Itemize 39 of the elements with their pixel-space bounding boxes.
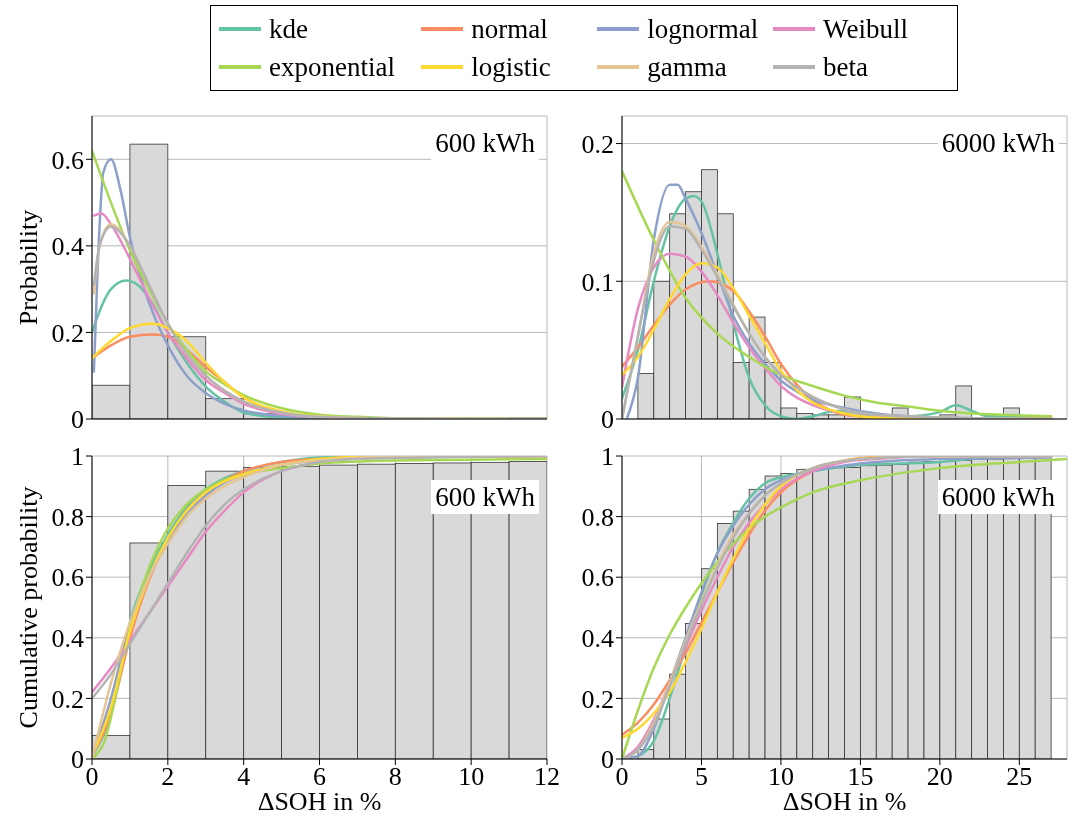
y-tick-label: 0.2	[581, 129, 614, 159]
y-tick-label: 0.4	[51, 624, 84, 654]
y-tick-label: 0.4	[581, 624, 614, 654]
y-tick-label: 0.6	[581, 563, 614, 593]
y-tick-label: 0	[71, 405, 84, 435]
y-tick-label: 0.2	[51, 318, 84, 348]
legend-label: exponential	[269, 51, 395, 84]
x-tick-label: 10	[458, 762, 485, 792]
annotation: 600 kWh	[431, 126, 539, 160]
x-tick-label: 12	[534, 762, 560, 792]
y-tick-label: 0.4	[51, 232, 84, 262]
legend-label: kde	[269, 13, 308, 46]
x-tick-label: 8	[388, 762, 402, 792]
y-tick-label: 0.6	[51, 145, 84, 175]
y-axis-title: Probability	[13, 209, 43, 326]
annotation: 6000 kWh	[937, 126, 1059, 160]
y-tick-label: 0.2	[51, 684, 84, 714]
legend-label: logistic	[471, 51, 551, 84]
x-tick-label: 2	[161, 762, 175, 792]
y-tick-label: 0.8	[51, 502, 84, 532]
x-tick-label: 4	[237, 762, 251, 792]
annotation: 6000 kWh	[937, 480, 1059, 514]
y-axis-title: Cumulative probability	[13, 486, 43, 729]
x-tick-label: 25	[1006, 762, 1033, 792]
legend-label: normal	[471, 13, 548, 46]
y-tick-label: 1	[71, 442, 84, 472]
y-tick-label: 0.2	[581, 684, 614, 714]
y-tick-label: 0.6	[51, 563, 84, 593]
x-tick-label: 20	[926, 762, 953, 792]
y-tick-label: 0	[601, 405, 614, 435]
x-tick-label: 5	[694, 762, 708, 792]
y-tick-label: 0.8	[581, 502, 614, 532]
annotation: 600 kWh	[431, 480, 539, 514]
y-tick-label: 0.1	[581, 267, 614, 297]
y-tick-label: 1	[601, 442, 614, 472]
legend-label: beta	[823, 51, 869, 84]
legend-label: Weibull	[823, 13, 908, 46]
legend-label: gamma	[647, 51, 727, 84]
legend-label: lognormal	[647, 13, 759, 46]
